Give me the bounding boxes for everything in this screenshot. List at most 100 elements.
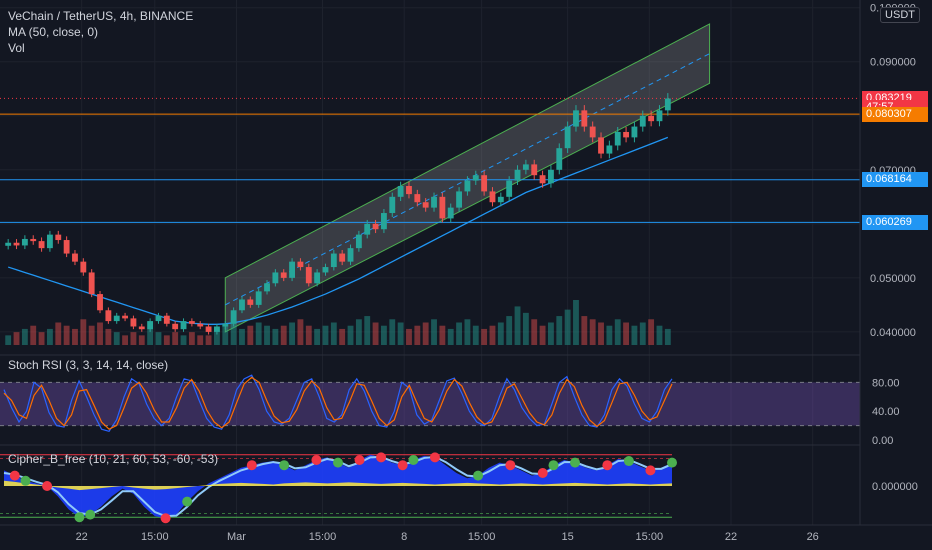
candle[interactable] [573,105,579,132]
candle[interactable] [138,323,145,332]
candle[interactable] [72,250,78,266]
ma-legend[interactable]: MA (50, close, 0) [8,25,99,39]
candle[interactable] [397,181,404,202]
candle[interactable] [113,312,120,324]
candle-body [322,267,329,273]
candle[interactable] [623,126,629,143]
candle[interactable] [322,263,329,276]
candle[interactable] [147,318,154,332]
volume-bar [247,325,254,345]
candle[interactable] [188,318,195,327]
candle[interactable] [63,236,70,258]
candle[interactable] [5,239,12,250]
candle[interactable] [130,315,137,330]
volume-bar [589,319,596,345]
candle[interactable] [439,192,446,223]
candle[interactable] [97,291,103,314]
cipher-signal-dot [623,456,634,467]
candle[interactable] [431,192,437,212]
candle[interactable] [55,230,62,244]
candle[interactable] [355,230,362,252]
candle[interactable] [155,312,162,324]
candle[interactable] [339,250,346,266]
candle[interactable] [347,244,354,266]
volume-bar [447,328,454,345]
candle[interactable] [564,121,571,153]
candle[interactable] [205,323,212,335]
candle[interactable] [255,288,262,308]
candle[interactable] [389,192,396,218]
currency-badge[interactable]: USDT [880,7,920,23]
candle[interactable] [47,230,53,252]
candle[interactable] [21,235,28,250]
candle[interactable] [406,181,412,199]
candle[interactable] [639,110,646,132]
candle[interactable] [163,312,170,327]
candle[interactable] [648,110,655,127]
candle[interactable] [472,170,479,186]
candle[interactable] [372,219,379,234]
candle[interactable] [80,258,87,276]
candle[interactable] [522,159,529,175]
candle[interactable] [497,192,504,207]
candle[interactable] [506,176,513,202]
candle[interactable] [598,132,604,159]
candle[interactable] [122,312,128,322]
candle[interactable] [222,321,229,330]
candle[interactable] [272,269,279,287]
candle[interactable] [364,219,371,239]
cipher-signal-dot [537,468,548,478]
volume-bar [38,332,45,345]
candle-body [639,115,646,127]
volume-bar [431,319,437,345]
candle[interactable] [214,323,220,335]
candle[interactable] [581,105,588,132]
candle[interactable] [230,307,237,327]
candle[interactable] [539,170,546,188]
candle[interactable] [514,165,521,186]
candle[interactable] [197,321,204,330]
candle[interactable] [656,105,663,127]
candle[interactable] [481,170,488,196]
volume-legend[interactable]: Vol [8,41,25,55]
candle[interactable] [531,159,538,180]
stoch-rsi-title[interactable]: Stoch RSI (3, 3, 14, 14, close) [8,358,169,372]
candle[interactable] [447,203,454,223]
candle[interactable] [556,143,563,175]
candle[interactable] [180,318,187,332]
candle[interactable] [264,280,270,295]
candle[interactable] [314,269,321,287]
candle[interactable] [381,209,387,234]
cipher-b-title[interactable]: Cipher_B_free (10, 21, 60, 53, -60, -53) [8,452,219,466]
candle-body [5,242,12,246]
candle[interactable] [631,121,638,143]
candle[interactable] [614,126,621,151]
candle[interactable] [589,121,596,143]
cipher-b-pane[interactable]: 0.000000 [0,452,918,524]
candle[interactable] [289,258,295,282]
candle[interactable] [330,250,337,271]
candle[interactable] [464,176,471,196]
candle[interactable] [247,296,254,308]
candle[interactable] [305,263,312,287]
volume-bar [456,322,462,345]
candle[interactable] [422,198,429,212]
candle[interactable] [105,307,112,324]
candle[interactable] [13,239,20,250]
candlesticks[interactable] [5,93,671,335]
candle[interactable] [297,258,304,271]
candle[interactable] [239,296,245,314]
candle[interactable] [280,269,287,282]
candle[interactable] [88,269,95,298]
candle[interactable] [30,235,37,245]
candle[interactable] [456,187,462,212]
candle[interactable] [489,187,496,207]
candle[interactable] [606,140,613,159]
candle[interactable] [414,189,421,207]
stoch-rsi-pane[interactable]: 80.00 40.00 0.00 [0,374,900,447]
candle[interactable] [172,321,179,332]
candle[interactable] [548,165,554,188]
candle[interactable] [38,237,45,252]
candle[interactable] [664,93,671,116]
